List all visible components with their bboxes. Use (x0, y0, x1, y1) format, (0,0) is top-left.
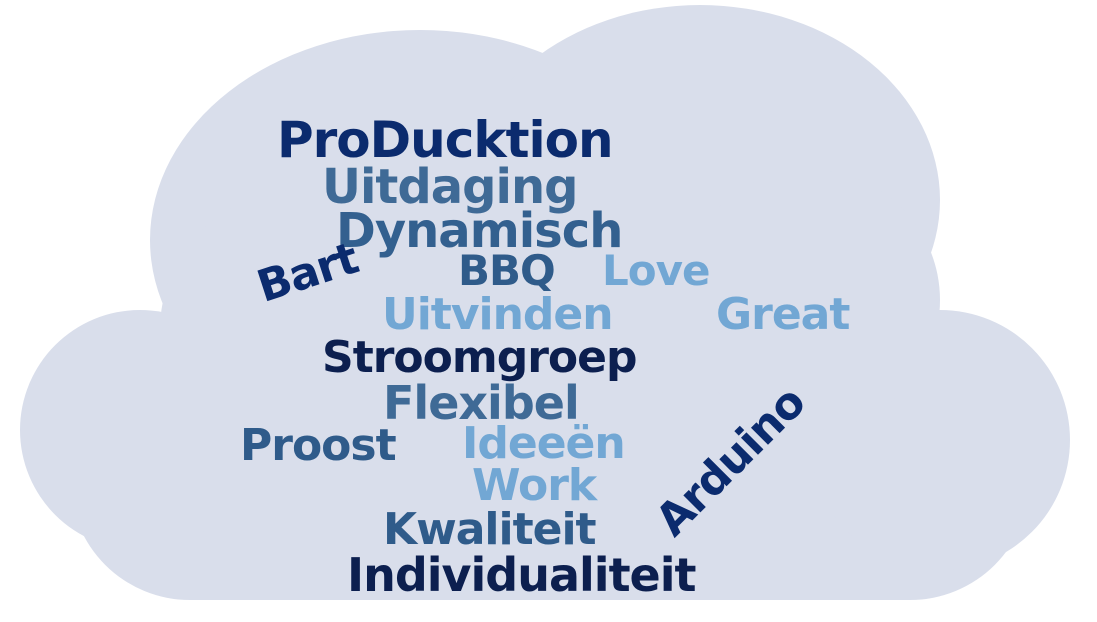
word-producktion: ProDucktion (277, 111, 614, 169)
word-uitvinden: Uitvinden (382, 289, 614, 340)
word-work: Work (472, 460, 597, 511)
word-flexibel: Flexibel (383, 376, 580, 430)
word-dynamisch: Dynamisch (336, 203, 623, 259)
word-proost: Proost (240, 420, 397, 471)
word-ideeen: Ideeën (462, 418, 626, 469)
word-love: Love (602, 246, 710, 295)
word-bbq: BBQ (458, 246, 556, 295)
word-great: Great (716, 289, 850, 340)
word-kwaliteit: Kwaliteit (383, 504, 597, 555)
word-uitdaging: Uitdaging (322, 159, 578, 215)
cloud-body (20, 5, 1070, 600)
word-individualiteit: Individualiteit (347, 548, 697, 602)
word-stroomgroep: Stroomgroep (322, 332, 637, 383)
